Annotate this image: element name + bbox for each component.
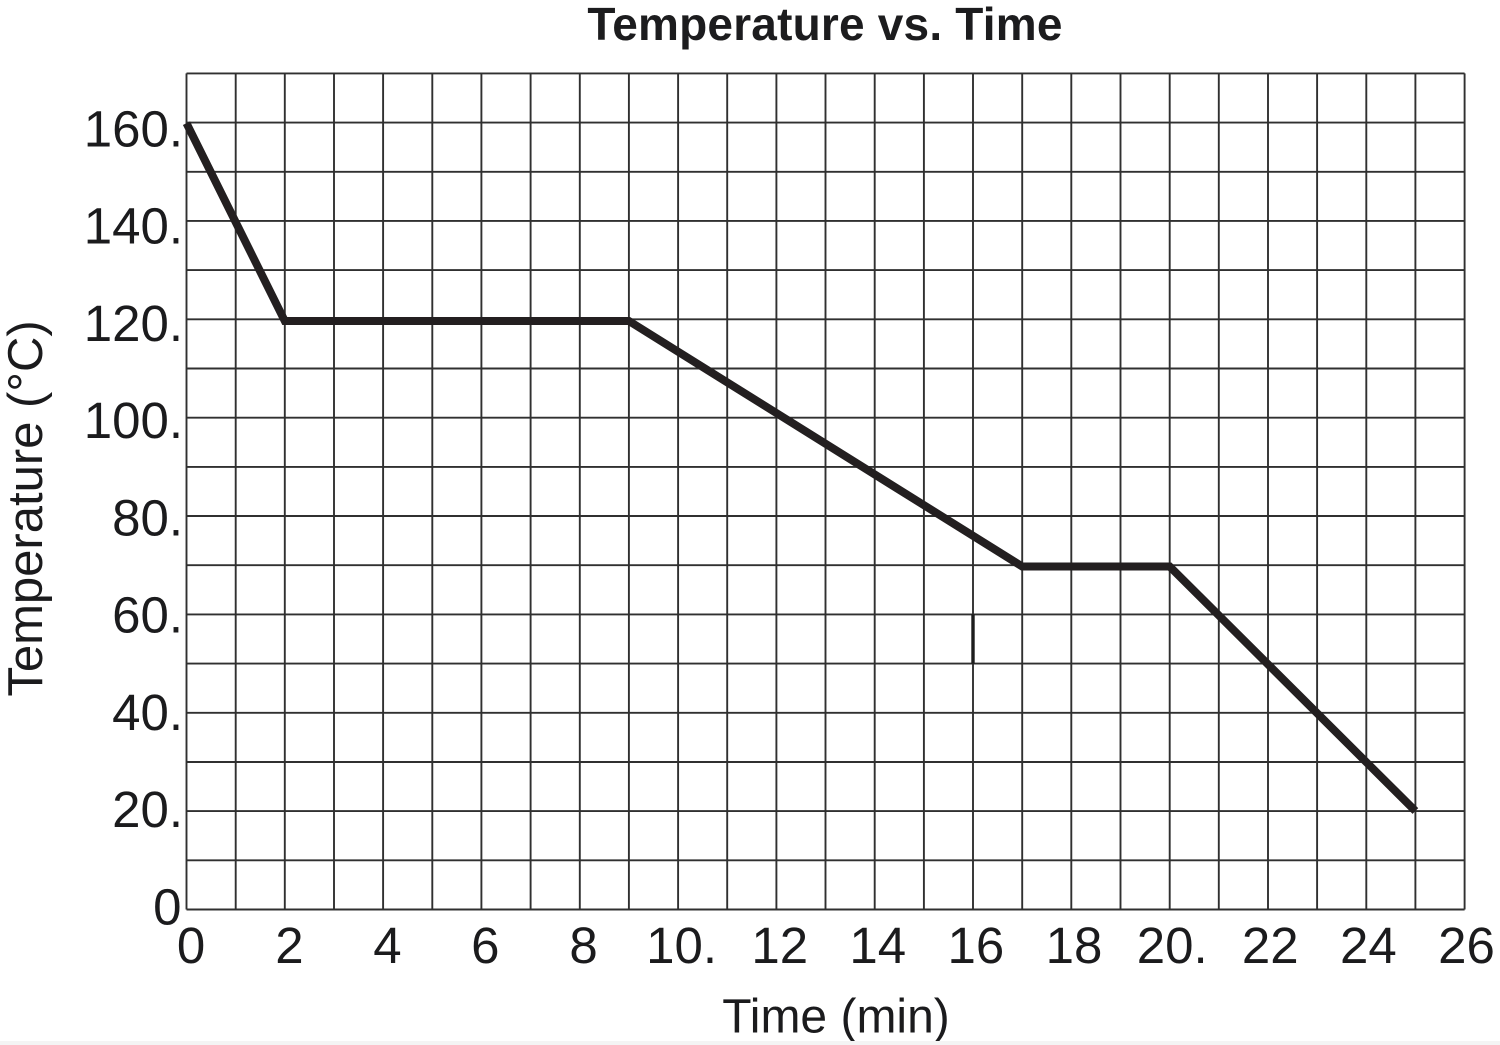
svg-text:6: 6 [471, 917, 499, 974]
svg-text:120.: 120. [84, 295, 183, 352]
svg-text:100.: 100. [84, 392, 183, 449]
svg-text:40.: 40. [112, 684, 183, 741]
svg-text:160.: 160. [84, 100, 183, 157]
svg-text:Time (min): Time (min) [722, 990, 950, 1043]
svg-text:80.: 80. [112, 489, 183, 546]
svg-text:20.: 20. [1137, 917, 1208, 974]
svg-text:60.: 60. [112, 587, 183, 644]
svg-text:26: 26 [1438, 917, 1495, 974]
svg-text:18: 18 [1046, 917, 1103, 974]
svg-text:140.: 140. [84, 198, 183, 255]
svg-text:14: 14 [849, 917, 906, 974]
svg-text:0: 0 [177, 917, 205, 974]
svg-text:Temperature (°C): Temperature (°C) [0, 320, 53, 696]
svg-text:24: 24 [1340, 917, 1397, 974]
svg-text:10.: 10. [646, 917, 717, 974]
svg-text:4: 4 [373, 917, 401, 974]
svg-text:2: 2 [275, 917, 303, 974]
svg-text:Temperature vs. Time: Temperature vs. Time [587, 0, 1062, 50]
svg-text:8: 8 [569, 917, 597, 974]
svg-text:12: 12 [751, 917, 808, 974]
svg-text:0: 0 [153, 879, 181, 936]
svg-text:20.: 20. [112, 781, 183, 838]
svg-text:22: 22 [1242, 917, 1299, 974]
svg-text:16: 16 [948, 917, 1005, 974]
